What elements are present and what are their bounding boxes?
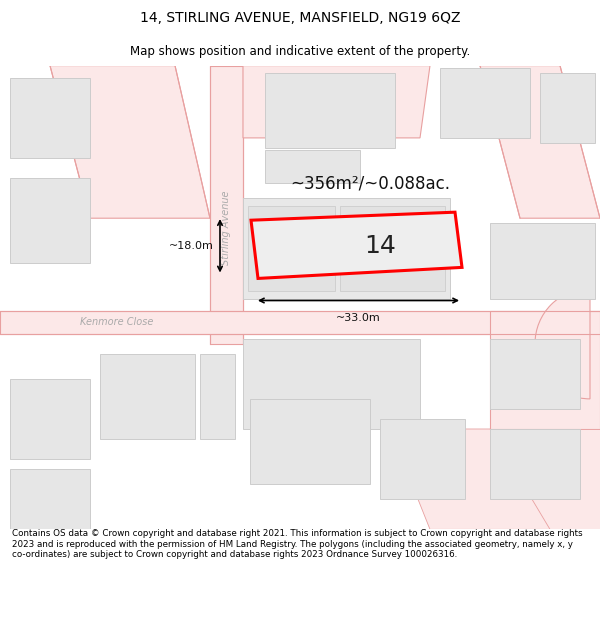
- Polygon shape: [490, 223, 595, 299]
- Polygon shape: [265, 72, 395, 148]
- Text: ~18.0m: ~18.0m: [169, 241, 214, 251]
- Polygon shape: [480, 66, 600, 218]
- Polygon shape: [248, 206, 335, 291]
- Text: ~356m²/~0.088ac.: ~356m²/~0.088ac.: [290, 174, 450, 192]
- Text: Contains OS data © Crown copyright and database right 2021. This information is : Contains OS data © Crown copyright and d…: [12, 529, 583, 559]
- Polygon shape: [265, 150, 360, 183]
- Polygon shape: [10, 78, 90, 158]
- Polygon shape: [243, 339, 420, 429]
- Polygon shape: [243, 66, 430, 138]
- Polygon shape: [10, 379, 90, 459]
- Polygon shape: [490, 311, 600, 429]
- Polygon shape: [251, 212, 462, 278]
- Polygon shape: [490, 339, 580, 409]
- Polygon shape: [10, 178, 90, 263]
- Polygon shape: [490, 429, 580, 499]
- Text: 14, STIRLING AVENUE, MANSFIELD, NG19 6QZ: 14, STIRLING AVENUE, MANSFIELD, NG19 6QZ: [140, 11, 460, 26]
- Text: ~33.0m: ~33.0m: [336, 312, 381, 322]
- Wedge shape: [535, 289, 590, 399]
- Polygon shape: [380, 419, 465, 499]
- Text: Map shows position and indicative extent of the property.: Map shows position and indicative extent…: [130, 45, 470, 58]
- Polygon shape: [100, 354, 195, 439]
- Text: Kenmore Close: Kenmore Close: [80, 317, 154, 327]
- Polygon shape: [390, 429, 550, 529]
- Polygon shape: [540, 72, 595, 143]
- Polygon shape: [340, 206, 445, 291]
- Polygon shape: [50, 66, 210, 218]
- Polygon shape: [430, 429, 600, 529]
- Text: Stirling Avenue: Stirling Avenue: [221, 191, 231, 266]
- Polygon shape: [200, 354, 235, 439]
- Polygon shape: [210, 66, 243, 344]
- Polygon shape: [243, 198, 450, 299]
- Text: 14: 14: [364, 234, 396, 258]
- Polygon shape: [10, 469, 90, 529]
- Polygon shape: [440, 68, 530, 138]
- Polygon shape: [250, 399, 370, 484]
- Polygon shape: [0, 311, 600, 334]
